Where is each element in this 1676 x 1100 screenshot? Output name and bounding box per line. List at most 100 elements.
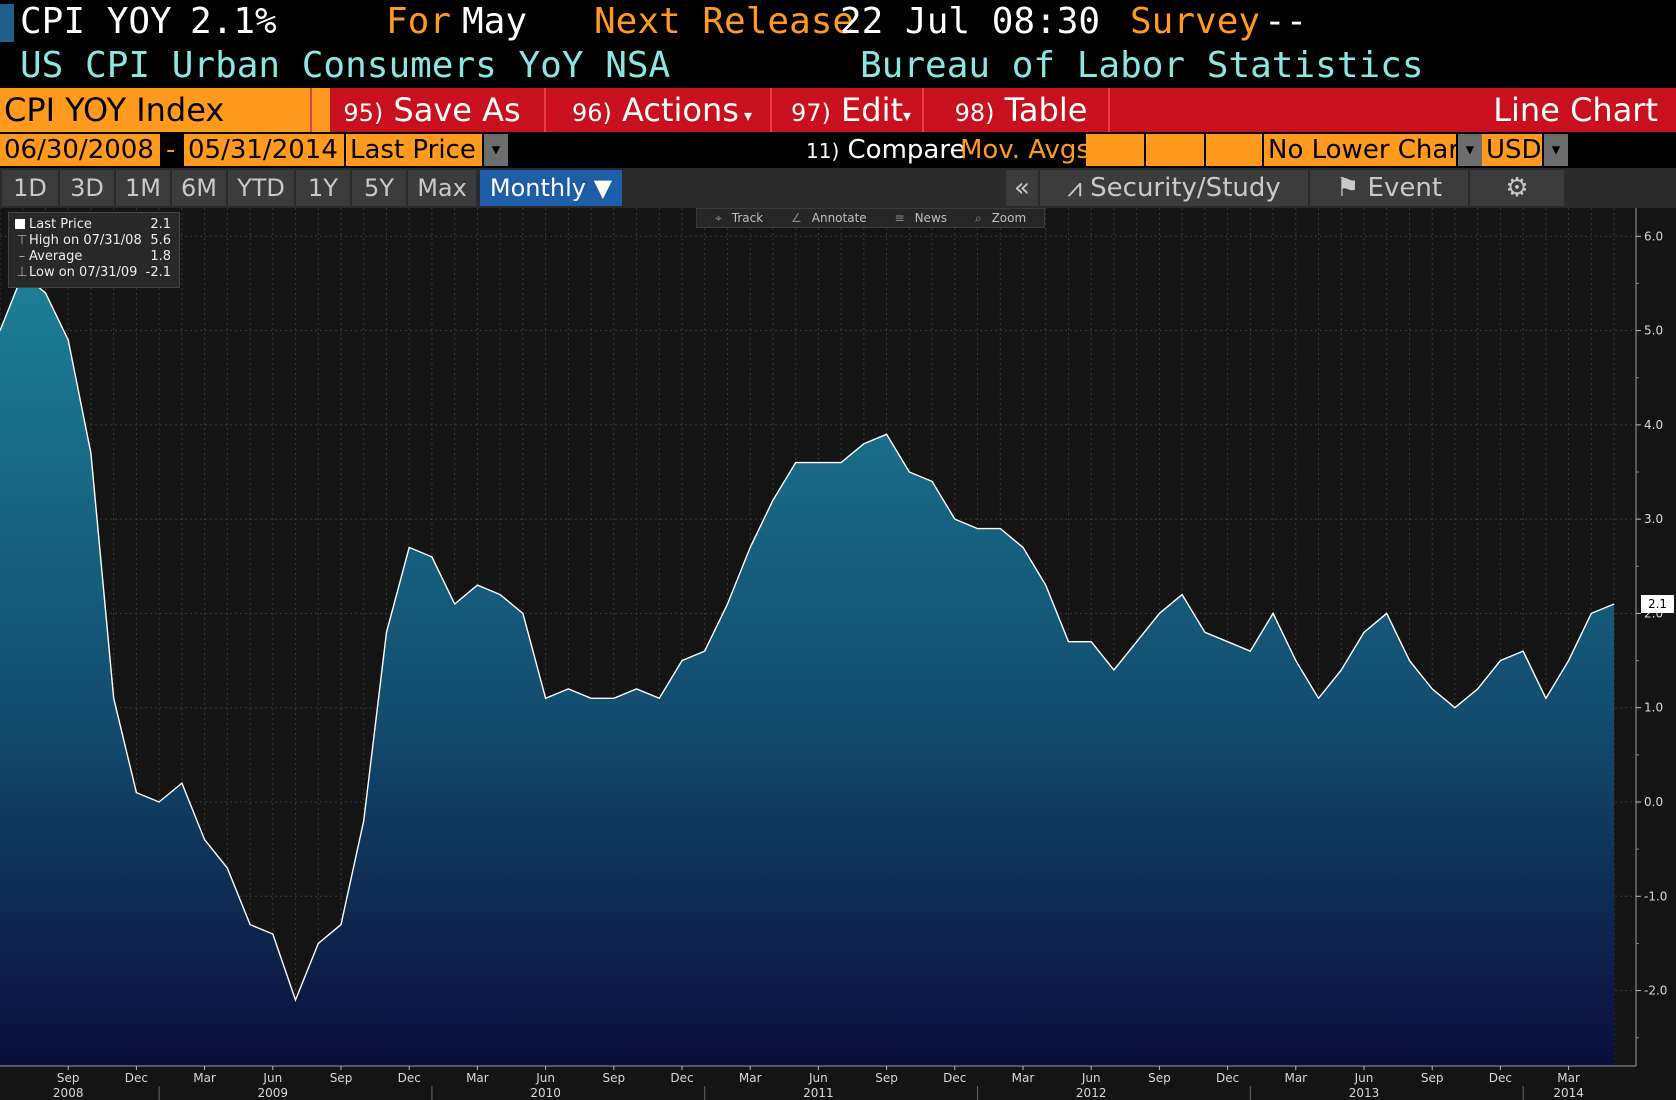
x-tick-label: Jun: [262, 1071, 282, 1085]
data-point: [454, 603, 456, 605]
security-description: US CPI Urban Consumers YoY NSA: [20, 45, 671, 86]
legend-high: ⊤High on 07/31/08 5.6: [15, 233, 175, 249]
data-point: [226, 867, 228, 869]
end-date-field[interactable]: 05/31/2014: [184, 134, 344, 166]
period-1m[interactable]: 1M: [116, 170, 170, 206]
price-field-dropdown-icon[interactable]: ▼: [484, 134, 508, 166]
area-fill: [0, 274, 1615, 1066]
data-point: [567, 688, 569, 690]
x-tick-label: Mar: [739, 1071, 762, 1085]
data-point: [885, 433, 887, 435]
edit-button[interactable]: 97) Edit▾: [770, 88, 920, 132]
data-point: [795, 461, 797, 463]
legend-average: – Average 1.8: [15, 249, 175, 265]
period-ytd[interactable]: YTD: [228, 170, 294, 206]
period-3d[interactable]: 3D: [60, 170, 114, 206]
table-button[interactable]: 98) Table: [922, 88, 1110, 132]
data-point: [1249, 650, 1251, 652]
annotate-tool[interactable]: ∠ Annotate: [785, 211, 873, 225]
data-point: [1340, 669, 1342, 671]
legend-last-price: Last Price 2.1: [15, 217, 175, 233]
period-max[interactable]: Max: [408, 170, 476, 206]
edit-dropdown-icon: ▾: [903, 106, 912, 125]
security-study-label: Security/Study: [1090, 173, 1281, 203]
x-year-label: 2009: [258, 1086, 289, 1100]
mov-avg-field-3[interactable]: [1206, 134, 1262, 166]
edit-label: Edit: [841, 91, 903, 129]
mov-avgs-label[interactable]: Mov. Avgs: [960, 135, 1090, 165]
period-5y[interactable]: 5Y: [352, 170, 406, 206]
x-tick-label: Sep: [602, 1071, 625, 1085]
save-as-label: Save As: [393, 91, 521, 129]
news-icon: ≡: [894, 211, 905, 225]
compare-button[interactable]: 11) Compare: [806, 134, 965, 167]
frequency-select[interactable]: Monthly ▼: [480, 170, 622, 206]
for-label: For: [386, 1, 452, 42]
zoom-tool[interactable]: ⌕ Zoom: [969, 211, 1032, 225]
data-point: [772, 499, 774, 501]
data-point: [863, 443, 865, 445]
gear-icon[interactable]: ⚙: [1470, 170, 1564, 206]
data-point: [1522, 650, 1524, 652]
lower-chart-dropdown-icon[interactable]: ▼: [1458, 134, 1482, 166]
average-marker-icon: –: [18, 249, 26, 264]
data-point: [1613, 603, 1615, 605]
x-tick-label: Sep: [1148, 1071, 1171, 1085]
x-tick-label: Mar: [1557, 1071, 1580, 1085]
data-point: [1113, 669, 1115, 671]
data-point: [681, 659, 683, 661]
collapse-icon[interactable]: «: [1006, 170, 1038, 206]
data-point: [544, 697, 546, 699]
data-point: [1408, 659, 1410, 661]
currency-dropdown-icon[interactable]: ▼: [1544, 134, 1568, 166]
save-as-button[interactable]: 95) Save As: [310, 88, 542, 132]
magnifier-icon: ⌕: [974, 211, 982, 225]
actions-button[interactable]: 96) Actions ▾: [544, 88, 768, 132]
period-1d[interactable]: 1D: [2, 170, 58, 206]
y-tick-label: 5.0: [1644, 324, 1663, 338]
x-tick-label: Jun: [1354, 1071, 1374, 1085]
header-marker: [0, 4, 14, 42]
legend-average-value: 1.8: [150, 249, 171, 264]
track-label: Track: [731, 211, 764, 225]
security-field[interactable]: CPI YOY Index: [0, 88, 330, 132]
data-point: [954, 518, 956, 520]
data-source: Bureau of Labor Statistics: [860, 45, 1424, 86]
data-point: [1204, 631, 1206, 633]
currency-select[interactable]: USD: [1482, 134, 1542, 166]
news-tool[interactable]: ≡ News: [889, 211, 954, 225]
data-point: [976, 527, 978, 529]
data-point: [613, 697, 615, 699]
data-point: [1590, 612, 1592, 614]
table-number: 98): [954, 99, 995, 127]
ticker: CPI YOY: [20, 1, 172, 42]
mov-avg-field-1[interactable]: [1086, 134, 1144, 166]
last-value: 2.1%: [190, 1, 277, 42]
x-year-label: 2008: [53, 1086, 84, 1100]
data-point: [1067, 641, 1069, 643]
lower-chart-select[interactable]: No Lower Chart: [1264, 134, 1456, 166]
legend-low-value: -2.1: [145, 265, 171, 280]
start-date-field[interactable]: 06/30/2008: [0, 134, 160, 166]
x-year-label: 2014: [1553, 1086, 1584, 1100]
data-point: [408, 546, 410, 548]
price-field-select[interactable]: Last Price: [346, 134, 482, 166]
mov-avg-field-2[interactable]: [1146, 134, 1204, 166]
x-tick-label: Dec: [1489, 1071, 1512, 1085]
track-tool[interactable]: ⌖ Track: [709, 211, 769, 225]
y-tick-label: 6.0: [1644, 229, 1663, 243]
security-study-button[interactable]: ⩘ Security/Study: [1040, 170, 1308, 206]
y-tick-label: -1.0: [1644, 889, 1667, 903]
data-point: [726, 603, 728, 605]
event-button[interactable]: ⚑ Event: [1310, 170, 1468, 206]
period-6m[interactable]: 6M: [172, 170, 226, 206]
edit-number: 97): [790, 99, 831, 127]
chart-toolstrip: ⌖ Track ∠ Annotate ≡ News ⌕ Zoom: [696, 208, 1046, 228]
period-1y[interactable]: 1Y: [296, 170, 350, 206]
x-year-label: 2013: [1349, 1086, 1380, 1100]
data-point: [817, 461, 819, 463]
y-tick-label: 0.0: [1644, 795, 1663, 809]
x-tick-label: Sep: [330, 1071, 353, 1085]
data-point: [113, 697, 115, 699]
